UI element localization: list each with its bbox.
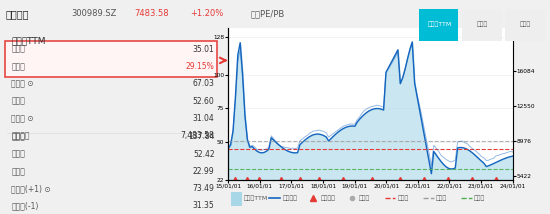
Text: 中位数: 中位数 [12, 97, 25, 106]
Text: 市盈率TTM: 市盈率TTM [427, 22, 452, 27]
Text: 指数点位: 指数点位 [282, 195, 298, 201]
Text: 指数点位: 指数点位 [12, 131, 30, 140]
Text: 平均量: 平均量 [12, 150, 25, 159]
Text: 300989.SZ: 300989.SZ [72, 9, 117, 18]
Text: 标准差: 标准差 [520, 22, 531, 27]
Text: 机会量 ⊙: 机会量 ⊙ [12, 114, 34, 123]
Text: 最小值: 最小值 [12, 167, 25, 176]
Text: 73.49: 73.49 [192, 184, 215, 193]
Text: 当前值: 当前值 [12, 45, 25, 54]
Text: 极大量: 极大量 [12, 132, 25, 141]
Text: 31.35: 31.35 [193, 202, 214, 211]
Text: 35.01: 35.01 [193, 45, 214, 54]
Text: 分位点: 分位点 [12, 62, 25, 71]
Bar [231, 192, 242, 206]
Text: 市盈率TTM: 市盈率TTM [244, 195, 268, 201]
FancyBboxPatch shape [4, 41, 217, 77]
Text: 分位点: 分位点 [359, 195, 370, 201]
Text: 市盈率TTM: 市盈率TTM [12, 36, 46, 45]
Text: 历史PE/PB: 历史PE/PB [250, 9, 284, 18]
Text: 标准差(-1): 标准差(-1) [12, 202, 39, 211]
Text: 分位点: 分位点 [477, 22, 488, 27]
Text: 标准差(+1) ⊙: 标准差(+1) ⊙ [12, 184, 51, 193]
Bar [463, 9, 502, 41]
Text: 7483.58: 7483.58 [135, 9, 169, 18]
Text: 估险位 ⊙: 估险位 ⊙ [12, 79, 34, 88]
Text: 52.60: 52.60 [193, 97, 214, 106]
Text: 机会值: 机会值 [474, 195, 486, 201]
Text: 67.03: 67.03 [192, 79, 215, 88]
Text: 估险值: 估险值 [398, 195, 409, 201]
Text: 中位数: 中位数 [436, 195, 447, 201]
Text: +1.20%: +1.20% [190, 9, 223, 18]
Bar [505, 9, 544, 41]
Text: 52.42: 52.42 [193, 150, 214, 159]
Text: 137.84: 137.84 [188, 132, 214, 141]
Text: 7,483.58: 7,483.58 [181, 131, 214, 140]
Text: 31.04: 31.04 [193, 114, 214, 123]
Text: 22.99: 22.99 [193, 167, 214, 176]
Bar [419, 9, 459, 41]
Text: 中证医疗: 中证医疗 [6, 9, 29, 19]
Text: 调仓标志: 调仓标志 [321, 195, 336, 201]
Text: 29.15%: 29.15% [186, 62, 214, 71]
